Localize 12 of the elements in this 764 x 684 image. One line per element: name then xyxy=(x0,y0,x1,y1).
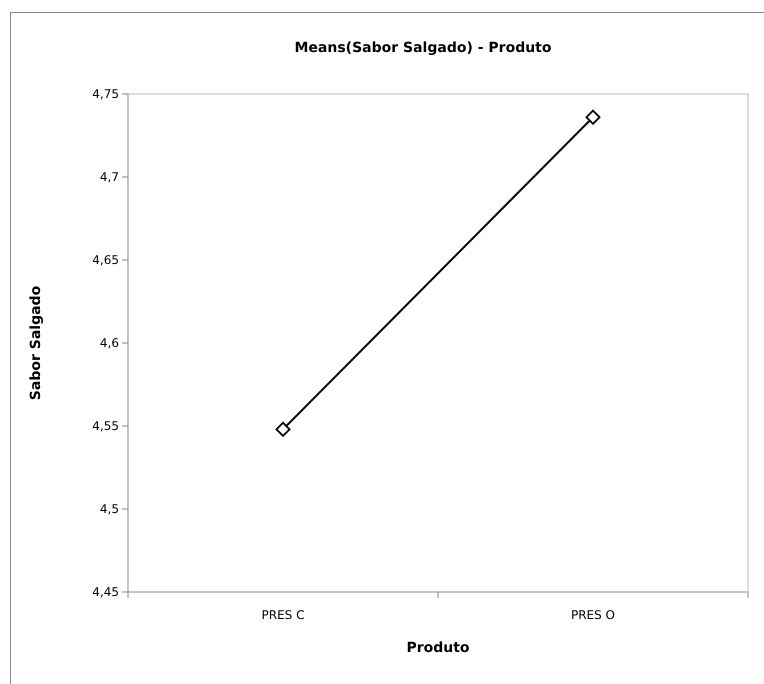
y-tick-label: 4,6 xyxy=(100,336,119,350)
x-axis-title: Produto xyxy=(406,640,470,656)
y-tick-label: 4,55 xyxy=(92,418,119,433)
y-tick-label: 4,75 xyxy=(92,86,119,101)
x-tick-label: PRES O xyxy=(570,608,616,622)
y-tick-label: 4,5 xyxy=(100,502,119,516)
y-tick-label: 4,65 xyxy=(92,252,119,267)
y-axis-title: Sabor Salgado xyxy=(28,285,44,400)
y-tick-label: 4,45 xyxy=(92,584,119,599)
x-tick-label: PRES C xyxy=(262,608,304,622)
y-tick-label: 4,7 xyxy=(100,170,119,184)
chart-title: Means(Sabor Salgado) - Produto xyxy=(294,40,552,56)
